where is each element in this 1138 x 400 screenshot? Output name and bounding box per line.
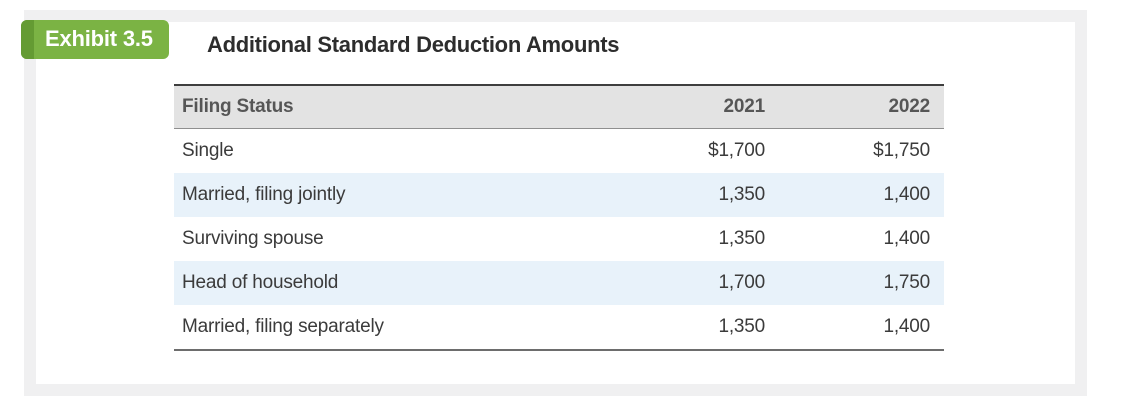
filing-status-cell: Head of household (182, 272, 339, 293)
table-header-row: Filing Status 2021 2022 (174, 85, 944, 129)
amount-2022-cell: 1,400 (883, 228, 930, 249)
exhibit-badge: Exhibit 3.5 (21, 20, 169, 59)
amount-2021-cell: 1,350 (718, 184, 765, 205)
table-header: Filing Status 2021 2022 (174, 85, 944, 129)
amount-2021-cell: 1,700 (718, 272, 765, 293)
table-row: Married, filing jointly 1,350 1,400 (174, 173, 944, 217)
column-header-2022: 2022 (779, 85, 944, 129)
amount-2022-cell: $1,750 (873, 140, 930, 161)
column-header-filing-status: Filing Status (174, 85, 604, 129)
additional-standard-deduction-table: Filing Status 2021 2022 Single $1,700 $1… (174, 84, 944, 351)
amount-2022-cell: 1,750 (883, 272, 930, 293)
amount-2021-cell: $1,700 (708, 140, 765, 161)
table-row: Married, filing separately 1,350 1,400 (174, 305, 944, 350)
exhibit-title: Additional Standard Deduction Amounts (207, 32, 620, 57)
exhibit-badge-label: Exhibit 3.5 (45, 25, 153, 51)
table-row: Surviving spouse 1,350 1,400 (174, 217, 944, 261)
table-row: Single $1,700 $1,750 (174, 129, 944, 174)
filing-status-cell: Married, filing separately (182, 316, 384, 337)
table-row: Head of household 1,700 1,750 (174, 261, 944, 305)
filing-status-cell: Surviving spouse (182, 228, 324, 249)
table-body: Single $1,700 $1,750 Married, filing joi… (174, 129, 944, 351)
badge-fold-decoration (21, 20, 34, 59)
amount-2022-cell: 1,400 (883, 184, 930, 205)
amount-2021-cell: 1,350 (718, 316, 765, 337)
amount-2022-cell: 1,400 (883, 316, 930, 337)
filing-status-cell: Married, filing jointly (182, 184, 346, 205)
column-header-2021: 2021 (604, 85, 779, 129)
filing-status-cell: Single (182, 140, 234, 161)
amount-2021-cell: 1,350 (718, 228, 765, 249)
content-panel (24, 10, 1087, 396)
